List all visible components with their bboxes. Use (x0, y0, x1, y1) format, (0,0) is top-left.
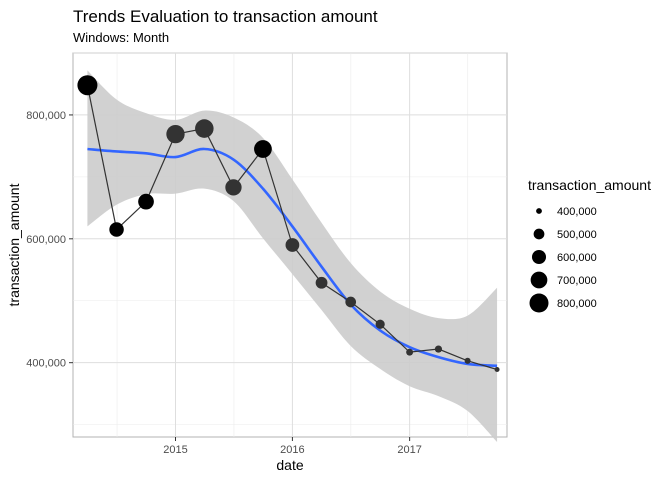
data-point (434, 345, 443, 353)
legend-title: transaction_amount (528, 177, 651, 193)
y-tick-label: 400,000 (26, 358, 66, 370)
x-tick-label: 2017 (397, 444, 421, 456)
y-tick-label: 800,000 (26, 110, 66, 122)
chart-title: Trends Evaluation to transaction amount (73, 7, 378, 26)
legend-items: 400,000 500,000 600,000 700,000 800,000 (529, 206, 597, 313)
x-axis-title: date (276, 457, 303, 473)
x-axis-ticks: 2015 2016 2017 (163, 437, 422, 456)
data-point (464, 357, 471, 364)
data-point (138, 193, 154, 210)
legend-label: 800,000 (557, 298, 597, 310)
data-point (494, 366, 500, 372)
legend: transaction_amount 400,000 500,000 600,000… (528, 177, 651, 313)
data-point (77, 75, 98, 96)
y-tick-label: 600,000 (26, 234, 66, 246)
x-tick-label: 2015 (163, 444, 187, 456)
data-point (166, 124, 185, 144)
legend-key (536, 208, 542, 214)
legend-key (529, 293, 549, 313)
data-points (77, 75, 500, 372)
legend-key (530, 271, 548, 289)
data-point (195, 119, 214, 138)
data-point (285, 238, 300, 252)
legend-label: 700,000 (557, 275, 597, 287)
data-point (254, 140, 272, 158)
data-point (225, 179, 242, 196)
x-tick-label: 2016 (280, 444, 304, 456)
legend-key (533, 228, 545, 240)
legend-key (531, 249, 547, 265)
legend-label: 500,000 (557, 229, 597, 241)
confidence-band (87, 70, 498, 442)
y-axis-title: transaction_amount (6, 183, 22, 306)
confidence-band-area (87, 70, 498, 442)
legend-label: 600,000 (557, 252, 597, 264)
chart-subtitle: Windows: Month (73, 30, 169, 45)
y-axis-ticks: 400,000 600,000 800,000 (26, 110, 73, 370)
smooth-trend-line (87, 147, 498, 368)
data-point (375, 319, 385, 329)
data-point (406, 348, 414, 356)
legend-label: 400,000 (557, 206, 597, 218)
data-point (315, 276, 328, 289)
smooth-trend (87, 147, 498, 368)
data-point (345, 296, 357, 308)
data-point (109, 222, 124, 237)
